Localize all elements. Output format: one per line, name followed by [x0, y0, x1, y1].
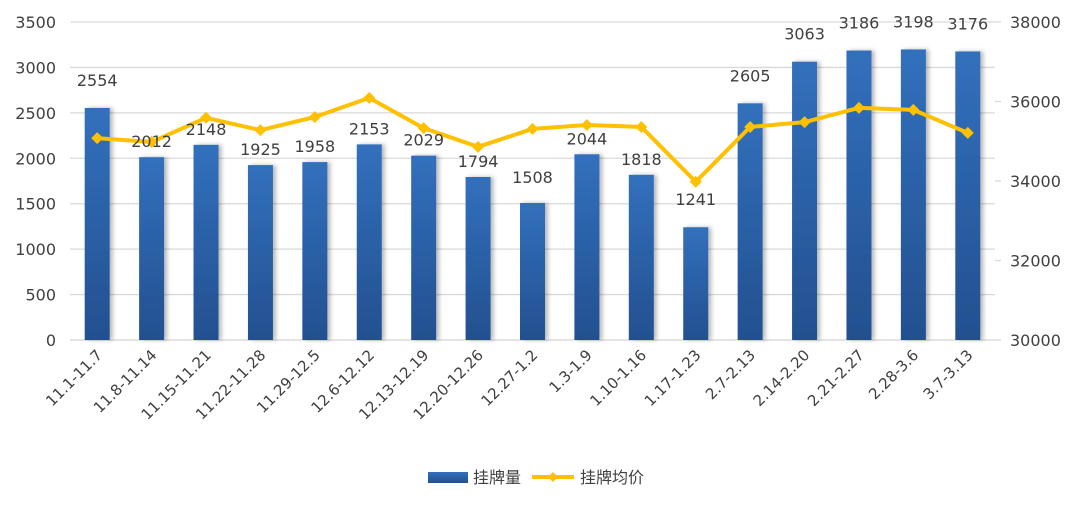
right-axis: 30000 32000 34000 36000 38000: [995, 13, 1061, 350]
bar: [356, 144, 382, 340]
bar-data-labels: 2554 2012 2148 1925 1958 2153 2029 1794 1508 2044…: [77, 12, 988, 209]
bar: [574, 154, 600, 340]
x-tick-label: 3.7-3.13: [920, 346, 977, 403]
diamond-marker-icon: [852, 101, 865, 114]
diamond-marker-icon: [526, 122, 539, 135]
x-tick-label: 2.7-2.13: [702, 346, 759, 403]
bar: [84, 107, 110, 340]
bar: [628, 174, 654, 340]
bar-value-label: 1241: [675, 190, 716, 209]
left-tick-label: 2000: [15, 149, 56, 168]
diamond-marker-icon: [472, 140, 485, 153]
diamond-marker-icon: [907, 103, 920, 116]
diamond-marker-icon: [145, 136, 158, 149]
line-series: [91, 91, 974, 188]
right-tick-label: 34000: [1010, 172, 1061, 191]
bar-value-label: 2012: [131, 132, 172, 151]
x-tick-label: 1.17-1.23: [641, 346, 705, 410]
bar-value-label: 1925: [240, 140, 281, 159]
diamond-marker-icon: [363, 91, 376, 104]
bar-value-label: 2029: [403, 131, 444, 150]
left-tick-label: 0: [46, 331, 56, 350]
right-tick-label: 36000: [1010, 93, 1061, 112]
bar: [846, 50, 872, 340]
right-tick-label: 30000: [1010, 331, 1061, 350]
x-tick-label: 2.21-2.27: [804, 346, 868, 410]
bar-value-label: 2554: [77, 71, 118, 90]
legend: 挂牌量 挂牌均价: [428, 468, 644, 487]
bar-value-label: 2605: [730, 66, 771, 85]
bar: [520, 202, 545, 340]
bar-value-label: 2153: [349, 119, 390, 138]
x-tick-label: 1.10-1.16: [586, 346, 650, 410]
legend-bar-swatch: [428, 472, 468, 483]
bar-value-label: 1794: [458, 152, 499, 171]
bar-value-label: 2148: [186, 120, 227, 139]
diamond-marker-icon: [308, 111, 321, 124]
bar: [737, 103, 763, 341]
diamond-marker-icon: [744, 120, 757, 133]
bar-value-label: 3198: [893, 12, 934, 31]
bar: [139, 157, 165, 340]
left-tick-label: 3500: [15, 13, 56, 32]
x-tick-label: 2.14-2.20: [750, 346, 814, 410]
left-tick-label: 500: [25, 286, 56, 305]
bar-value-label: 3063: [784, 25, 825, 44]
diamond-marker-icon: [254, 124, 267, 137]
legend-line-label: 挂牌均价: [580, 468, 644, 487]
diamond-marker-icon: [689, 175, 702, 188]
left-tick-label: 3000: [15, 58, 56, 77]
bar: [302, 162, 328, 340]
bar-value-label: 2044: [567, 129, 608, 148]
left-tick-label: 1000: [15, 240, 56, 259]
bar-value-label: 1818: [621, 150, 662, 169]
left-tick-label: 1500: [15, 195, 56, 214]
bar: [792, 61, 818, 341]
diamond-marker-icon: [961, 126, 974, 139]
diamond-marker-icon: [91, 132, 104, 145]
bar: [900, 49, 926, 341]
legend-diamond-icon: [548, 472, 558, 482]
bar: [193, 144, 219, 340]
left-tick-label: 2500: [15, 104, 56, 123]
x-tick-label: 12.27-1.2: [478, 346, 542, 410]
bar: [411, 155, 437, 340]
bar-value-label: 1958: [294, 137, 335, 156]
bar: [247, 165, 273, 340]
diamond-marker-icon: [580, 118, 593, 131]
bar: [683, 227, 709, 340]
diamond-marker-icon: [200, 111, 213, 124]
bar-value-label: 3186: [839, 14, 880, 33]
bar: [955, 51, 981, 340]
diamond-marker-icon: [417, 122, 430, 135]
left-axis: 0 500 1000 1500 2000 2500 3000 3500: [15, 13, 56, 350]
right-tick-label: 32000: [1010, 252, 1061, 271]
diamond-marker-icon: [798, 116, 811, 129]
x-tick-label: 2.28-3.6: [865, 346, 922, 403]
legend-bar-label: 挂牌量: [473, 468, 521, 487]
bar: [465, 177, 491, 340]
x-axis-labels: 11.1-11.711.8-11.1411.15-11.2111.22-11.2…: [42, 346, 976, 423]
bar-value-label: 1508: [512, 168, 553, 187]
right-tick-label: 38000: [1010, 13, 1061, 32]
bar-value-label: 3176: [947, 14, 988, 33]
bar-series: [84, 49, 981, 341]
diamond-marker-icon: [635, 120, 648, 133]
x-tick-label: 1.3-1.9: [545, 346, 595, 396]
